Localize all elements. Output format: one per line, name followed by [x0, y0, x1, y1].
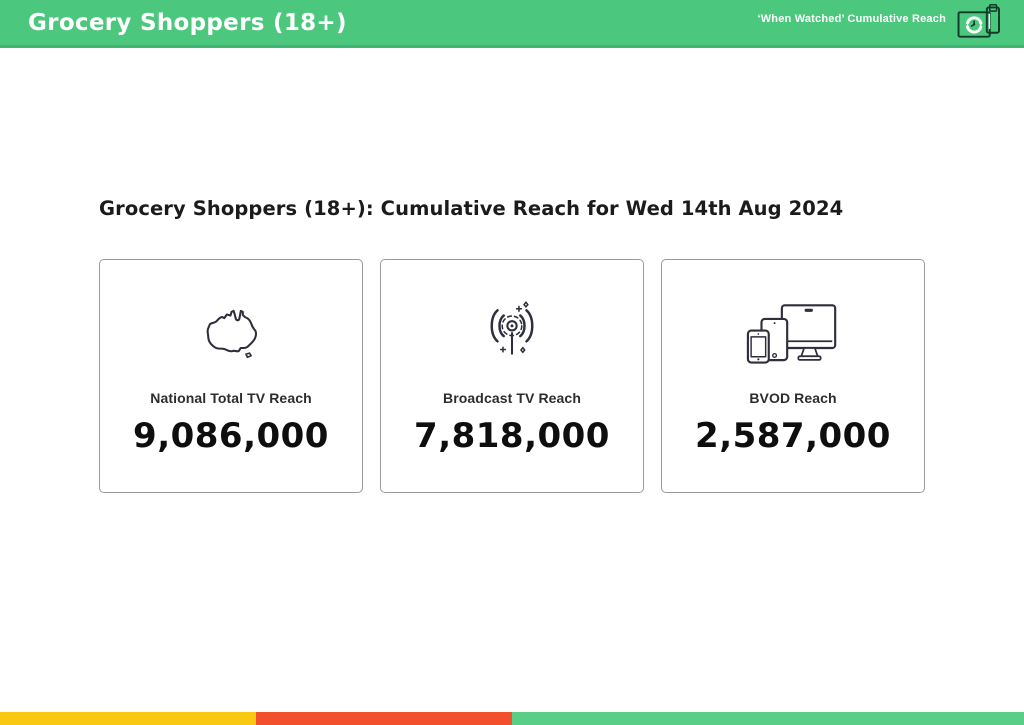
section-title: Grocery Shoppers (18+): Cumulative Reach…: [99, 197, 844, 220]
header-tagline: ‘When Watched’ Cumulative Reach: [757, 12, 946, 25]
footer-stripe-red: [256, 712, 512, 725]
card-value: 9,086,000: [133, 416, 329, 456]
tv-refresh-with-phone-icon: [957, 4, 1000, 38]
multi-device-icon: [662, 296, 924, 368]
reach-card-bvod: BVOD Reach 2,587,000: [661, 259, 925, 493]
kpi-card-row: National Total TV Reach 9,086,000: [99, 259, 925, 493]
footer-stripe-green: [512, 712, 1024, 725]
card-value: 7,818,000: [414, 416, 610, 456]
card-label: BVOD Reach: [749, 390, 837, 406]
australia-map-icon: [100, 296, 362, 368]
card-label: Broadcast TV Reach: [443, 390, 581, 406]
footer-stripe-yellow: [0, 712, 256, 725]
broadcast-antenna-icon: [381, 296, 643, 368]
header-bar: Grocery Shoppers (18+) ‘When Watched’ Cu…: [0, 0, 1024, 48]
footer-color-stripe: [0, 712, 1024, 725]
reach-card-broadcast-tv: Broadcast TV Reach 7,818,000: [380, 259, 644, 493]
reach-card-national-total-tv: National Total TV Reach 9,086,000: [99, 259, 363, 493]
header-right-group: ‘When Watched’ Cumulative Reach: [757, 0, 1024, 45]
card-label: National Total TV Reach: [150, 390, 312, 406]
card-value: 2,587,000: [695, 416, 891, 456]
page-title: Grocery Shoppers (18+): [28, 9, 347, 36]
